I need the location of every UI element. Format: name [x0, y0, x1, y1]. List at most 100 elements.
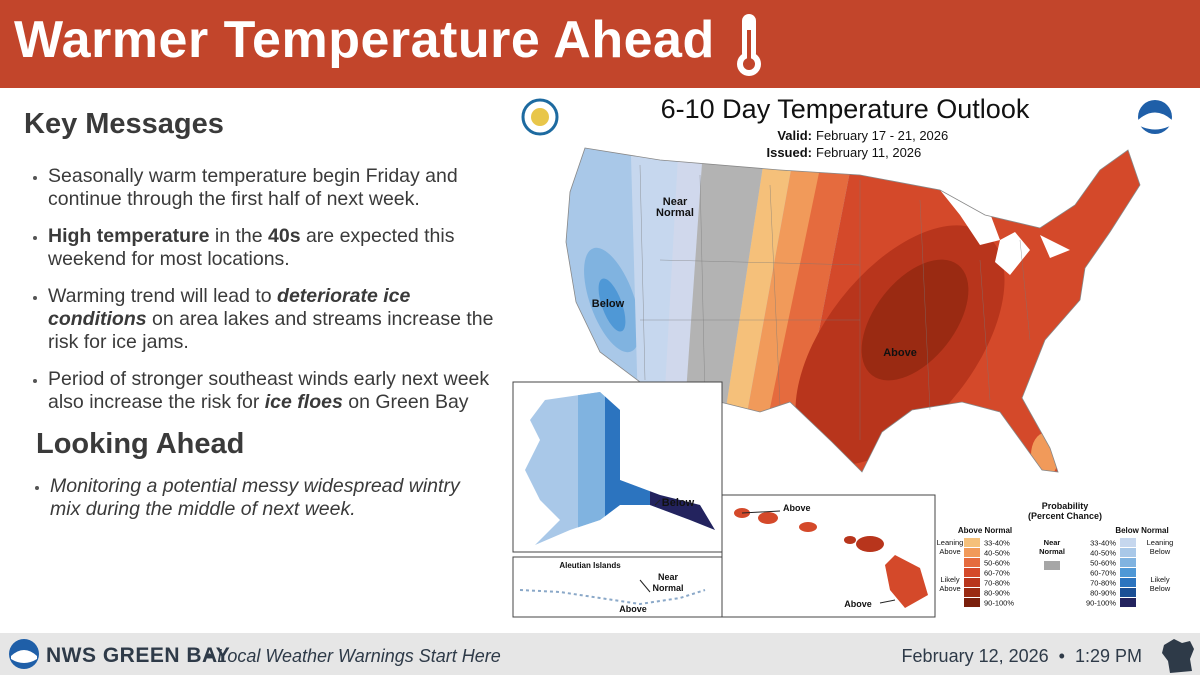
text-line: Normal: [1039, 547, 1065, 556]
legend-label: 70-80%: [984, 579, 1010, 588]
legend-label: 50-60%: [984, 559, 1010, 568]
text-line: Above: [939, 547, 960, 556]
legend-group: Likely Above: [939, 575, 960, 593]
text-line: Below: [662, 497, 695, 509]
text-segment: in the: [209, 225, 268, 247]
map-label: Above: [844, 599, 872, 609]
map-label: Above: [783, 503, 811, 513]
text-line: Near: [1044, 538, 1061, 547]
legend-label: 60-70%: [984, 569, 1010, 578]
bullet: Period of stronger southeast winds early…: [48, 368, 494, 414]
left-panel: Key Messages Seasonally warm temperature…: [24, 108, 494, 535]
legend-label: 80-90%: [1090, 589, 1116, 598]
text-line: Above: [619, 604, 647, 614]
map-label: Above: [883, 347, 917, 359]
legend-label: 90-100%: [984, 599, 1014, 608]
text-segment: are expected this weekend for most locat…: [48, 225, 455, 270]
office-name: NWS GREEN BAY: [46, 644, 231, 667]
text-segment: ice floes: [264, 391, 343, 413]
legend-swatch: [1120, 578, 1136, 587]
bullet: Monitoring a potential messy widespread …: [50, 475, 494, 521]
text-line: Likely: [1150, 575, 1169, 584]
looking-ahead-heading: Looking Ahead: [36, 428, 245, 460]
text-line: Normal: [652, 583, 683, 593]
bullet: Seasonally warm temperature begin Friday…: [48, 165, 494, 211]
text-segment: Monitoring a potential messy widespread …: [50, 475, 460, 520]
wisconsin-icon: [1162, 639, 1194, 673]
page-title: Warmer Temperature Ahead: [14, 11, 715, 69]
map-label: Above: [619, 604, 647, 614]
key-messages-heading: Key Messages: [24, 108, 224, 140]
legend-swatch: [1120, 538, 1136, 547]
tagline: • Local Weather Warnings Start Here: [206, 646, 501, 666]
text-segment: 40s: [268, 225, 301, 247]
valid-dates: February 17 - 21, 2026: [816, 128, 948, 143]
text-segment: Seasonally warm temperature begin Friday…: [48, 165, 458, 210]
legend-swatch: [964, 598, 980, 607]
text-line: Above: [783, 503, 811, 513]
header: Warmer Temperature Ahead: [0, 0, 1200, 88]
text-line: Near: [658, 572, 679, 582]
legend-swatch: [964, 568, 980, 577]
text-segment: on area lakes and streams increase the r…: [48, 308, 494, 353]
legend-swatch: [1120, 598, 1136, 607]
legend-near: Near Normal: [1039, 538, 1065, 556]
legend-group: Likely Below: [1150, 575, 1171, 593]
legend-label: 50-60%: [1090, 559, 1116, 568]
text-line: Aleutian Islands: [559, 561, 621, 570]
separator: •: [1058, 646, 1065, 666]
noaa-logo: [9, 639, 39, 669]
legend-title: Probability (Percent Chance): [1028, 501, 1102, 521]
legend-swatch: [1120, 548, 1136, 557]
issued-label: Issued:: [766, 145, 812, 160]
map-label: Near Normal: [656, 196, 694, 219]
bullet: High temperature in the 40s are expected…: [48, 225, 494, 271]
bullet: Warming trend will lead to deteriorate i…: [48, 285, 494, 354]
legend-label: 33-40%: [984, 539, 1010, 548]
text-segment: High temperature: [48, 225, 210, 247]
legend-swatch: [964, 558, 980, 567]
text-line: Below: [592, 298, 625, 310]
text-line: Below: [1150, 547, 1171, 556]
legend-swatch: [964, 548, 980, 557]
legend-swatch: [1120, 568, 1136, 577]
date: February 12, 2026: [901, 646, 1049, 666]
thermometer-icon: [737, 14, 761, 76]
legend-swatch: [964, 578, 980, 587]
issued-date: February 11, 2026: [816, 145, 921, 160]
map-label: Below: [662, 497, 695, 509]
legend-swatch: [964, 538, 980, 547]
text-line: Leaning: [937, 538, 964, 547]
key-messages: Seasonally warm temperature begin Friday…: [24, 165, 494, 414]
text-line: Above: [939, 584, 960, 593]
timestamp: February 12, 2026 • 1:29 PM: [892, 646, 1142, 667]
time: 1:29 PM: [1074, 646, 1142, 666]
text-line: Near: [663, 196, 688, 208]
legend-label: 90-100%: [1086, 599, 1116, 608]
text-line: Likely: [940, 575, 959, 584]
text-line: Above: [883, 347, 917, 359]
legend-group: Leaning Below: [1147, 538, 1174, 556]
text-line: Above: [844, 599, 872, 609]
legend-label: 80-90%: [984, 589, 1010, 598]
legend-group: Leaning Above: [937, 538, 964, 556]
footer: NWS GREEN BAY • Local Weather Warnings S…: [0, 633, 1200, 675]
map-label: Below: [592, 298, 625, 310]
text-segment: Warming trend will lead to: [48, 285, 278, 307]
legend-swatch: [1120, 588, 1136, 597]
legend-swatch: [964, 588, 980, 597]
legend-swatch: [1044, 561, 1060, 570]
looking-ahead: Monitoring a potential messy widespread …: [24, 475, 494, 521]
map-label: Aleutian Islands: [559, 561, 621, 570]
text-line: (Percent Chance): [1028, 511, 1102, 521]
legend-label: 40-50%: [984, 549, 1010, 558]
legend-heading: Above Normal: [958, 526, 1012, 535]
legend-label: 60-70%: [1090, 569, 1116, 578]
legend-label: 70-80%: [1090, 579, 1116, 588]
text-segment: on Green Bay: [342, 391, 469, 413]
text-segment: deteriorate ice conditions: [48, 285, 411, 330]
valid-label: Valid:: [777, 128, 812, 143]
text-segment: Period of stronger southeast winds early…: [48, 368, 490, 413]
